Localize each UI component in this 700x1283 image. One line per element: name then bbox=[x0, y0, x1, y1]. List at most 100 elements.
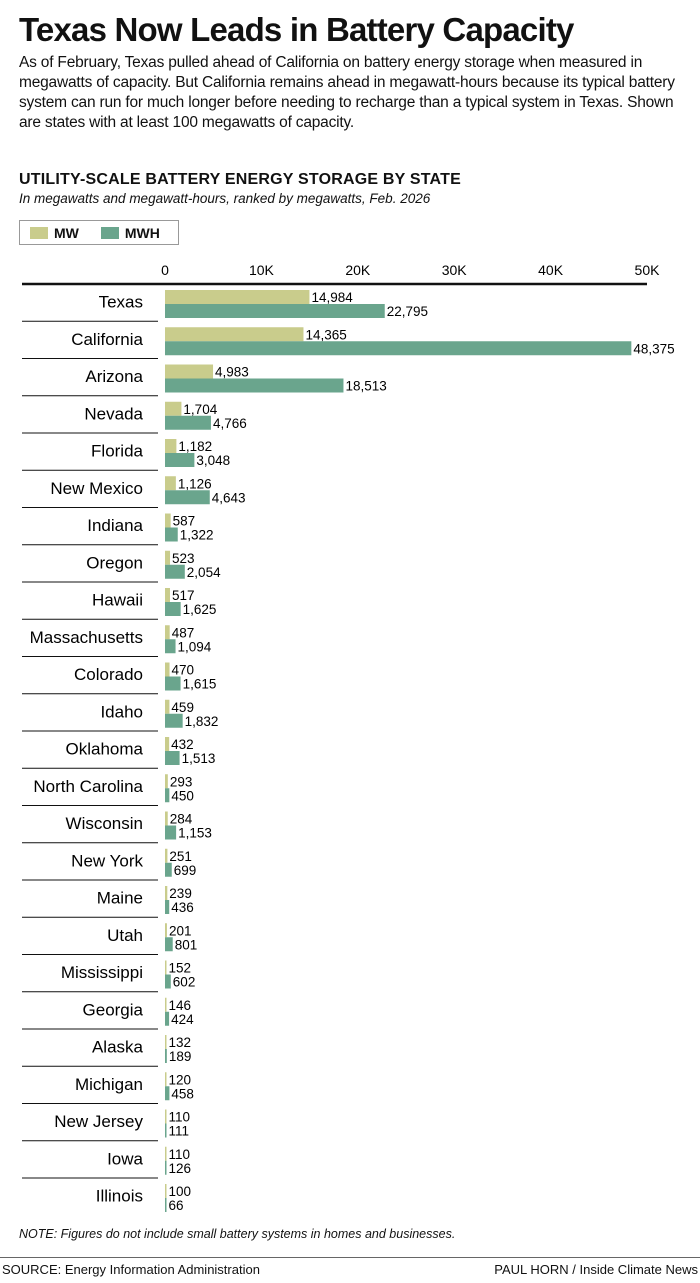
value-label-mw: 459 bbox=[171, 700, 194, 715]
legend-item-mwh: MWH bbox=[100, 225, 160, 241]
value-label-mwh: 2,054 bbox=[187, 565, 221, 580]
bar-mw bbox=[165, 1146, 167, 1161]
value-label-mw: 284 bbox=[170, 812, 193, 827]
value-label-mw: 152 bbox=[169, 961, 192, 976]
legend: MW MWH bbox=[19, 220, 179, 245]
value-label-mwh: 22,795 bbox=[387, 304, 428, 319]
value-label-mw: 110 bbox=[169, 1147, 191, 1162]
value-label-mwh: 66 bbox=[169, 1198, 184, 1213]
bar-mwh bbox=[165, 937, 173, 952]
value-label-mw: 14,365 bbox=[305, 327, 346, 342]
bar-mw bbox=[165, 290, 310, 304]
x-tick-label: 10K bbox=[249, 262, 275, 278]
category-label: North Carolina bbox=[33, 777, 143, 796]
bar-mwh bbox=[165, 1049, 167, 1063]
value-label-mw: 432 bbox=[171, 737, 194, 752]
category-label: Alaska bbox=[92, 1038, 144, 1057]
bar-mwh bbox=[165, 974, 171, 989]
bar-mw bbox=[165, 811, 168, 826]
credit-text: PAUL HORN / Inside Climate News bbox=[494, 1262, 698, 1277]
legend-item-mw: MW bbox=[30, 225, 79, 241]
category-label: Indiana bbox=[87, 516, 143, 535]
bar-mw bbox=[165, 923, 167, 938]
source-divider bbox=[0, 1257, 700, 1258]
bar-mwh bbox=[165, 490, 210, 505]
bar-mwh bbox=[165, 1160, 167, 1175]
bar-mw bbox=[165, 625, 170, 640]
value-label-mw: 1,182 bbox=[178, 439, 212, 454]
value-label-mwh: 602 bbox=[173, 975, 196, 990]
value-label-mwh: 4,766 bbox=[213, 416, 247, 431]
category-label: Georgia bbox=[83, 1000, 144, 1019]
category-label: Nevada bbox=[84, 404, 143, 423]
value-label-mw: 251 bbox=[169, 849, 192, 864]
bar-mw bbox=[165, 997, 167, 1012]
value-label-mwh: 801 bbox=[175, 937, 198, 952]
value-label-mwh: 4,643 bbox=[212, 490, 246, 505]
bar-mw bbox=[165, 1184, 167, 1198]
bar-mw bbox=[165, 1072, 167, 1087]
bar-mwh bbox=[165, 304, 385, 318]
bar-mw bbox=[165, 364, 214, 379]
bar-mwh bbox=[165, 1123, 167, 1138]
value-label-mw: 239 bbox=[169, 886, 192, 901]
value-label-mw: 4,983 bbox=[215, 365, 249, 380]
category-label: Texas bbox=[99, 293, 143, 312]
x-tick-label: 20K bbox=[345, 262, 371, 278]
category-label: Arizona bbox=[85, 367, 143, 386]
bar-mwh bbox=[165, 453, 195, 467]
value-label-mwh: 126 bbox=[169, 1161, 192, 1176]
category-label: Utah bbox=[107, 926, 143, 945]
bar-mwh bbox=[165, 788, 170, 803]
bar-mw bbox=[165, 401, 182, 416]
value-label-mw: 587 bbox=[173, 514, 196, 529]
source-text: SOURCE: Energy Information Administratio… bbox=[2, 1262, 260, 1277]
value-label-mwh: 3,048 bbox=[196, 453, 230, 468]
value-label-mwh: 18,513 bbox=[345, 379, 386, 394]
value-label-mwh: 450 bbox=[171, 788, 194, 803]
bar-mwh bbox=[165, 602, 181, 616]
value-label-mwh: 48,375 bbox=[633, 341, 674, 356]
bar-mw bbox=[165, 1035, 167, 1049]
value-label-mw: 146 bbox=[169, 998, 192, 1013]
legend-swatch-mw bbox=[30, 226, 48, 239]
value-label-mwh: 458 bbox=[171, 1086, 194, 1101]
value-label-mwh: 1,832 bbox=[185, 714, 219, 729]
bar-mw bbox=[165, 886, 168, 900]
x-tick-label: 40K bbox=[538, 262, 564, 278]
value-label-mw: 293 bbox=[170, 774, 193, 789]
category-label: Massachusetts bbox=[30, 628, 143, 647]
value-label-mwh: 1,322 bbox=[180, 528, 214, 543]
x-tick-label: 30K bbox=[442, 262, 468, 278]
category-label: Maine bbox=[97, 889, 143, 908]
value-label-mw: 487 bbox=[172, 625, 195, 640]
category-label: New York bbox=[71, 851, 143, 870]
value-label-mwh: 436 bbox=[171, 900, 194, 915]
value-label-mw: 523 bbox=[172, 551, 195, 566]
bar-mw bbox=[165, 699, 170, 714]
bar-mwh bbox=[165, 639, 176, 654]
category-label: Hawaii bbox=[92, 591, 143, 610]
category-label: Idaho bbox=[100, 702, 143, 721]
bar-mwh bbox=[165, 862, 172, 877]
bar-mw bbox=[165, 1109, 167, 1124]
bar-mw bbox=[165, 588, 170, 602]
bar-mwh bbox=[165, 341, 632, 356]
bar-mw bbox=[165, 848, 168, 863]
value-label-mwh: 1,615 bbox=[183, 677, 217, 692]
value-label-mw: 110 bbox=[169, 1110, 191, 1125]
chart-subtitle: In megawatts and megawatt-hours, ranked … bbox=[19, 191, 431, 206]
legend-swatch-mwh bbox=[100, 226, 119, 239]
bar-mwh bbox=[165, 1198, 167, 1212]
bar-mwh bbox=[165, 1011, 170, 1026]
bar-mw bbox=[165, 550, 171, 565]
x-tick-label: 0 bbox=[161, 262, 169, 278]
value-label-mwh: 1,625 bbox=[183, 602, 217, 617]
category-label: Colorado bbox=[74, 665, 143, 684]
value-label-mwh: 189 bbox=[169, 1049, 192, 1064]
footnote: NOTE: Figures do not include small batte… bbox=[19, 1227, 456, 1241]
bar-chart: 0 10K 20K 30K 40K 50K Texas 14,984 22,795 Califor… bbox=[22, 262, 675, 1213]
value-label-mw: 132 bbox=[169, 1035, 192, 1050]
value-label-mwh: 1,094 bbox=[178, 639, 212, 654]
category-label: Oregon bbox=[86, 553, 143, 572]
